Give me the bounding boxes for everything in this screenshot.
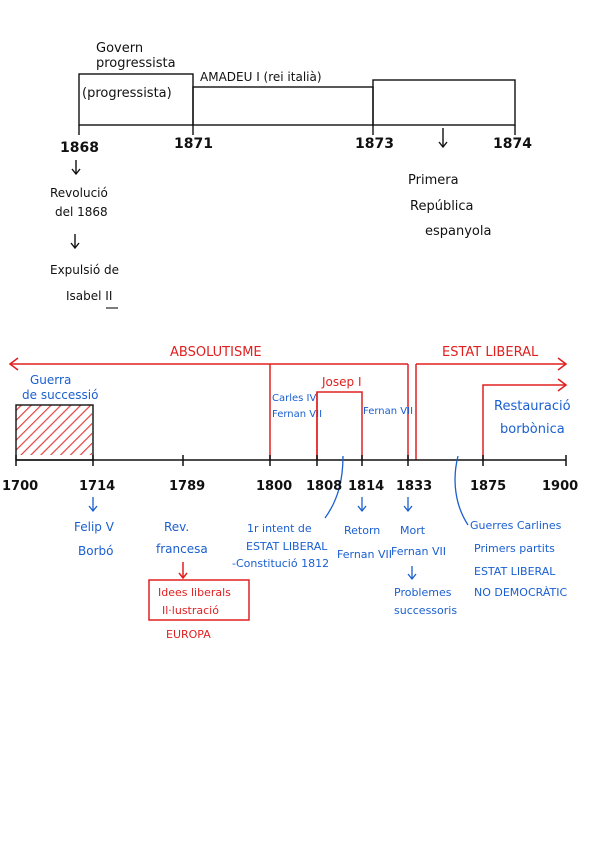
arrowhead-problemes (407, 573, 417, 581)
guerres-line-1: Guerres Carlines (470, 519, 562, 532)
year-1874: 1874 (493, 136, 532, 152)
guerres-line-3: ESTAT LIBERAL (474, 565, 556, 578)
revolucio-line-2: del 1868 (55, 205, 108, 219)
bottom-timeline-red (8, 357, 568, 621)
absolutisme-arrowhead (8, 357, 19, 371)
problemes-line-1: Problemes (394, 586, 452, 599)
restauracio-box (482, 384, 566, 460)
year-1900: 1900 (542, 479, 578, 494)
guerres-line-4: NO DEMOCRÀTIC (474, 586, 567, 599)
year-1873: 1873 (355, 136, 394, 152)
carles-line-1: Carles IV (272, 393, 316, 404)
amadeu-label: AMADEU I (rei italià) (200, 70, 322, 84)
retorn-line-1: Retorn (344, 524, 380, 537)
rev-line-2: francesa (156, 542, 208, 556)
europa-label: EUROPA (166, 628, 211, 641)
arrowhead-revolucio-expulsio (70, 242, 80, 250)
revolucio-line-1: Revolució (50, 186, 108, 200)
top-timeline-text: Govern progressista (progressista) AMADE… (50, 41, 532, 303)
box1-text: (progressista) (82, 86, 172, 101)
retorn-line-2: Fernan VII (337, 548, 392, 561)
arrowhead-mort (403, 505, 413, 513)
year-1789: 1789 (169, 479, 205, 494)
problemes-line-2: successoris (394, 604, 457, 617)
year-1714: 1714 (79, 479, 115, 494)
restauracio-line-1: Restauració (494, 399, 571, 414)
republica-line-3: espanyola (425, 224, 491, 239)
bottom-timeline-text: ABSOLUTISME ESTAT LIBERAL Guerra de succ… (2, 345, 578, 641)
curve-guerres-carlines (454, 455, 469, 526)
guerra-successio-hatch (16, 405, 92, 455)
primera-republica-box (372, 79, 516, 126)
republica-line-2: República (410, 199, 474, 214)
guerra-line-2: de successió (22, 388, 98, 402)
intent-line-1: 1r intent de (247, 522, 312, 535)
fernan-vii-box-label: Fernan VII (363, 406, 413, 417)
expulsio-line-2: Isabel II (66, 289, 112, 303)
josep-label: Josep I (321, 375, 362, 389)
idees-liberals-box (148, 579, 250, 621)
idees-line-2: Il·lustració (162, 604, 219, 617)
idees-line-1: Idees liberals (158, 586, 231, 599)
arrowhead-retorn (357, 505, 367, 513)
estat-liberal-label: ESTAT LIBERAL (442, 345, 539, 360)
absolutisme-label: ABSOLUTISME (170, 345, 262, 360)
arrowhead-rev-idees (178, 572, 188, 580)
year-1800: 1800 (256, 479, 292, 494)
restauracio-arrowhead (557, 378, 568, 392)
year-1875: 1875 (470, 479, 506, 494)
felip-line-1: Felip V (74, 520, 115, 534)
top-timeline (70, 73, 516, 309)
rev-line-1: Rev. (164, 520, 189, 534)
year-1814: 1814 (348, 479, 384, 494)
arrowhead-felip (88, 505, 98, 513)
intent-line-2: ESTAT LIBERAL (246, 540, 328, 553)
republica-line-1: Primera (408, 173, 459, 188)
mort-line-1: Mort (400, 524, 426, 537)
arrowhead-1868-revolucio (71, 168, 81, 176)
govern-label-1: Govern (96, 41, 143, 56)
mort-line-2: Fernan VII (391, 545, 446, 558)
bottom-axis (15, 455, 567, 466)
guerra-line-1: Guerra (30, 373, 71, 387)
curve-intent-constitucio (324, 455, 344, 519)
estat-liberal-arrowhead (557, 357, 568, 371)
year-1808: 1808 (306, 479, 342, 494)
year-1868: 1868 (60, 140, 99, 156)
carles-line-2: Fernan VII (272, 409, 322, 420)
bottom-blue-arrows (88, 455, 469, 581)
josep-box (316, 391, 363, 460)
arrowhead-republica (438, 141, 448, 149)
govern-label-2: progressista (96, 56, 176, 71)
year-1700: 1700 (2, 479, 38, 494)
year-1833: 1833 (396, 479, 432, 494)
year-1871: 1871 (174, 136, 213, 152)
felip-line-2: Borbó (78, 544, 113, 558)
intent-line-3: -Constitució 1812 (232, 557, 329, 570)
amadeu-box (192, 86, 374, 126)
guerres-line-2: Primers partits (474, 542, 555, 555)
restauracio-line-2: borbònica (500, 422, 565, 437)
expulsio-line-1: Expulsió de (50, 263, 119, 277)
